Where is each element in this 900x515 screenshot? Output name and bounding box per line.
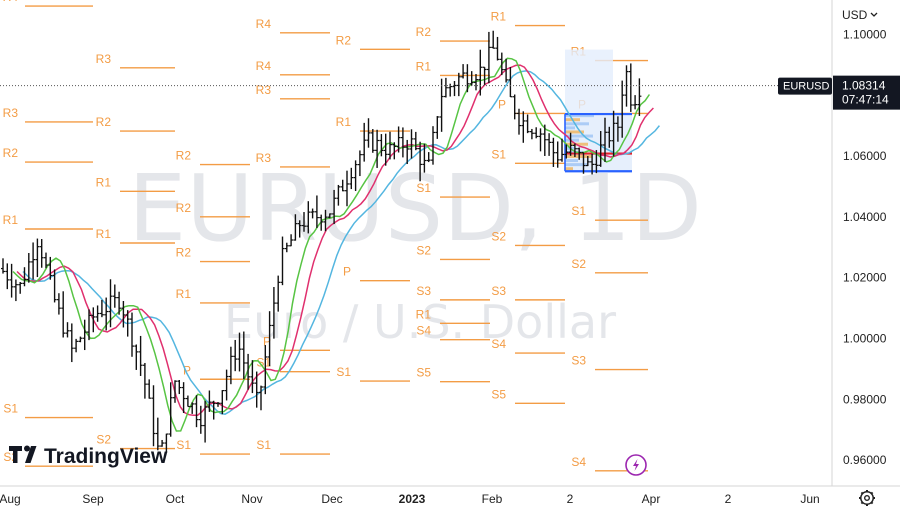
time-axis[interactable] <box>0 486 900 510</box>
lightning-icon[interactable] <box>625 454 647 476</box>
pivot-label-s3: S3 <box>491 284 506 298</box>
time-axis-ticks: Aug Sep Oct Nov Dec 2023 Feb 2 Apr 2 Jun <box>0 492 820 506</box>
symbol-label: EURUSD <box>783 81 830 93</box>
price-tick-label: 0.96000 <box>843 453 887 467</box>
bar-countdown: 07:47:14 <box>842 93 889 107</box>
pivot-label-r1: R1 <box>176 287 192 301</box>
pivot-label-s1: S1 <box>256 438 271 452</box>
price-tick-label: 0.98000 <box>843 392 887 406</box>
pivot-label-s5: S5 <box>416 366 431 380</box>
pivot-label-p: P <box>263 334 271 348</box>
pivot-label-s3: S3 <box>571 354 586 368</box>
volume-profile-bar <box>565 130 584 134</box>
pivot-label-s3: S3 <box>416 284 431 298</box>
pivot-label-s2: S2 <box>416 243 431 257</box>
pivot-label-r2: R2 <box>176 201 192 215</box>
pivot-label-p: P <box>498 97 506 111</box>
pivot-label-s4: S4 <box>571 455 586 469</box>
time-tick-label: 2 <box>567 492 574 506</box>
pivot-label-r1: R1 <box>96 175 112 189</box>
pivot-label-s2: S2 <box>491 229 506 243</box>
time-tick-label: Sep <box>82 492 104 506</box>
range-upper-shade <box>565 49 613 115</box>
pivot-label-r1: R1 <box>3 213 19 227</box>
time-tick-label: Dec <box>321 492 342 506</box>
pivot-label-r1: R1 <box>336 115 352 129</box>
pivot-label-r3: R3 <box>256 151 272 165</box>
price-axis-ticks: 1.10000 1.06000 1.04000 1.02000 1.00000 0.980… <box>843 27 887 467</box>
gear-icon[interactable] <box>859 490 875 506</box>
price-tick-label: 1.10000 <box>843 27 887 41</box>
tradingview-logo: TradingView <box>9 445 168 468</box>
price-tick-label: 1.00000 <box>843 331 887 345</box>
volume-profile-bar <box>565 122 589 126</box>
pivot-label-p: P <box>183 363 191 377</box>
volume-profile-bar <box>565 163 587 167</box>
pivot-label-s1: S1 <box>491 147 506 161</box>
price-axis[interactable] <box>832 0 900 486</box>
price-tick-label: 1.06000 <box>843 149 887 163</box>
pivot-label-r4: R4 <box>256 59 272 73</box>
pivot-label-s1: S1 <box>416 181 431 195</box>
pivot-label-r4: R4 <box>3 0 19 4</box>
pivot-label-s1: S1 <box>176 438 191 452</box>
pivot-label-r2: R2 <box>416 25 432 39</box>
price-tick-label: 1.02000 <box>843 271 887 285</box>
time-tick-label: Feb <box>482 492 503 506</box>
time-tick-label: 2 <box>725 492 732 506</box>
pivot-label-r2: R2 <box>3 146 19 160</box>
pivot-label-r2: R2 <box>176 246 192 260</box>
time-tick-label: Aug <box>0 492 21 506</box>
pivot-label-r2: R2 <box>176 149 192 163</box>
symbol-tag: EURUSD <box>778 77 832 95</box>
time-tick-label: Oct <box>166 492 185 506</box>
pivot-label-s1: S1 <box>3 402 18 416</box>
pivot-label-s1: S1 <box>336 365 351 379</box>
volume-profile-bar <box>565 134 593 138</box>
pivot-label-s1: S1 <box>571 204 586 218</box>
pivot-label-s5: S5 <box>491 387 506 401</box>
pivot-label-r3: R3 <box>3 106 19 120</box>
volume-profile-bar <box>565 138 579 142</box>
currency-selector[interactable]: USD <box>842 8 878 22</box>
time-tick-label: Jun <box>800 492 819 506</box>
watermark-title: EURUSD, 1D <box>128 155 702 262</box>
pivot-label-r2: R2 <box>96 115 112 129</box>
pivot-label-r1: R1 <box>416 59 432 73</box>
ohlc-bars-layer <box>1 30 642 453</box>
currency-label: USD <box>842 8 868 22</box>
pivot-label-r3: R3 <box>256 83 272 97</box>
pivot-label-s2: S2 <box>96 433 111 447</box>
time-tick-label: 2023 <box>399 492 426 506</box>
pivot-label-r1: R1 <box>96 227 112 241</box>
pivot-label-r1: R1 <box>416 307 432 321</box>
volume-profile-bar <box>565 159 578 163</box>
time-tick-label: Apr <box>642 492 661 506</box>
last-price-value: 1.08314 <box>842 79 886 93</box>
volume-profile-bar <box>565 126 575 130</box>
pivot-label-r4: R4 <box>256 17 272 31</box>
volume-profile-bar <box>565 150 583 154</box>
pivot-label-s4: S4 <box>491 337 506 351</box>
volume-profile-bar <box>565 114 594 118</box>
price-tick-label: 1.04000 <box>843 210 887 224</box>
pivot-label-s4: S4 <box>416 324 431 338</box>
tv-logo-mark <box>9 446 22 463</box>
pivot-label-r2: R2 <box>336 33 352 47</box>
brand-name: TradingView <box>44 445 168 468</box>
ma-slow-line <box>22 70 660 415</box>
pivot-label-r1: R1 <box>491 10 507 24</box>
chevron-down-icon <box>870 12 878 17</box>
pivot-label-p: P <box>343 265 351 279</box>
time-tick-label: Nov <box>241 492 262 506</box>
pivot-label-s2: S2 <box>571 257 586 271</box>
pivot-label-s1: S1 <box>256 356 271 370</box>
volume-profile-bar <box>565 167 573 171</box>
pivot-label-r3: R3 <box>96 52 112 66</box>
watermark-subtitle: Euro / U.S. Dollar <box>224 295 616 349</box>
last-price-label: 1.08314 07:47:14 <box>833 75 900 110</box>
